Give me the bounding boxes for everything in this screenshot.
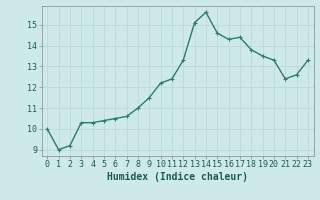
X-axis label: Humidex (Indice chaleur): Humidex (Indice chaleur): [107, 172, 248, 182]
